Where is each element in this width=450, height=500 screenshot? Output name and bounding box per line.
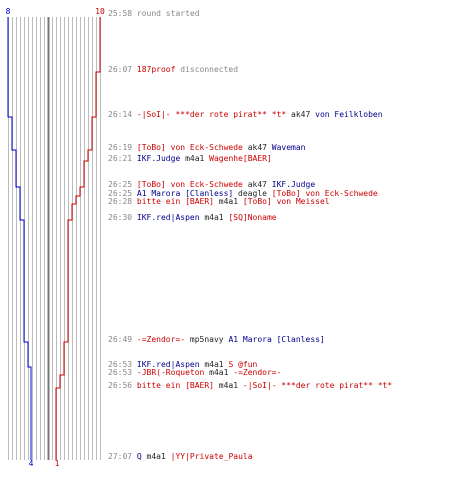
event-time: 25:58 bbox=[108, 9, 137, 18]
event-text: m4a1 bbox=[213, 197, 243, 206]
event-row: 26:49 -=Zendor=- mp5navy A1 Marora [Clan… bbox=[108, 335, 325, 344]
event-text: [SQ]Noname bbox=[228, 213, 277, 222]
event-text: S @fun bbox=[228, 360, 258, 369]
event-time: 27:07 bbox=[108, 452, 137, 461]
event-time: 26:28 bbox=[108, 197, 137, 206]
event-row: 26:21 IKF.Judge m4a1 Wagenhe[BAER] bbox=[108, 154, 272, 163]
event-text: mp5navy bbox=[185, 335, 229, 344]
red-team-line bbox=[55, 17, 101, 460]
event-row: 25:58 round started bbox=[108, 9, 200, 18]
event-text: m4a1 bbox=[213, 381, 243, 390]
event-text: m4a1 bbox=[204, 368, 234, 377]
event-text: ak47 bbox=[242, 180, 272, 189]
event-time: 26:30 bbox=[108, 213, 137, 222]
event-text: |YY|Private_Paula bbox=[170, 452, 253, 461]
event-text: Waveman bbox=[271, 143, 306, 152]
event-text: Q bbox=[136, 452, 142, 461]
event-text: [ToBo] von Eck-Schwede bbox=[271, 189, 378, 198]
event-text: ak47 bbox=[242, 143, 272, 152]
event-text: -JBR(-Roqueton bbox=[136, 368, 205, 377]
event-row: 26:28 bitte ein [BAER] m4a1 [ToBo] von M… bbox=[108, 197, 330, 206]
blue-team-line bbox=[7, 17, 32, 460]
event-text: [ToBo] von Eck-Schwede bbox=[136, 180, 243, 189]
event-row: 27:07 Q m4a1 |YY|Private_Paula bbox=[108, 452, 253, 461]
event-text: A1 Marora [Clanless] bbox=[228, 335, 325, 344]
event-text: -=Zendor=- bbox=[136, 335, 186, 344]
event-row: 26:53 -JBR(-Roqueton m4a1 -=Zendor=- bbox=[108, 368, 281, 377]
event-text: -=Zendor=- bbox=[233, 368, 282, 377]
event-text: bitte ein [BAER] bbox=[136, 197, 214, 206]
event-text: deagle bbox=[233, 189, 272, 198]
event-text: A1 Marora [Clanless] bbox=[136, 189, 234, 198]
event-text: -|SoI|- ***der rote pirat** *t* bbox=[136, 110, 287, 119]
event-text: m4a1 bbox=[180, 154, 210, 163]
event-row: 26:25 [ToBo] von Eck-Schwede ak47 IKF.Ju… bbox=[108, 180, 315, 189]
event-text: IKF.Judge bbox=[136, 154, 181, 163]
event-text: [ToBo] von Eck-Schwede bbox=[136, 143, 243, 152]
event-row: 26:14 -|SoI|- ***der rote pirat** *t* ak… bbox=[108, 110, 383, 119]
event-time: 26:21 bbox=[108, 154, 137, 163]
event-time: 26:53 bbox=[108, 360, 137, 369]
event-text: bitte ein [BAER] bbox=[136, 381, 214, 390]
event-time: 26:14 bbox=[108, 110, 137, 119]
event-text: [ToBo] von Meissel bbox=[242, 197, 330, 206]
event-time: 26:07 bbox=[108, 65, 137, 74]
event-time: 26:19 bbox=[108, 143, 137, 152]
event-text: IKF.red|Aspen bbox=[136, 360, 200, 369]
event-text: von Feilkloben bbox=[315, 110, 383, 119]
event-row: 26:25 A1 Marora [Clanless] deagle [ToBo]… bbox=[108, 189, 378, 198]
event-text: round started bbox=[136, 9, 200, 18]
event-time: 26:25 bbox=[108, 189, 137, 198]
event-time: 26:25 bbox=[108, 180, 137, 189]
chart-grid bbox=[8, 17, 101, 460]
event-row: 26:30 IKF.red|Aspen m4a1 [SQ]Noname bbox=[108, 213, 277, 222]
event-row: 26:53 IKF.red|Aspen m4a1 S @fun bbox=[108, 360, 257, 369]
top-left-count: 8 bbox=[6, 7, 11, 16]
event-text: m4a1 bbox=[199, 360, 229, 369]
event-text: Wagenhe[BAER] bbox=[209, 154, 272, 163]
event-time: 26:53 bbox=[108, 368, 137, 377]
top-right-count: 10 bbox=[95, 7, 105, 16]
event-time: 26:56 bbox=[108, 381, 137, 390]
event-row: 26:56 bitte ein [BAER] m4a1 -|SoI|- ***d… bbox=[108, 381, 392, 390]
event-text: 187proof bbox=[136, 65, 176, 74]
event-text: IKF.Judge bbox=[271, 180, 316, 189]
bottom-left-count: 4 bbox=[29, 459, 34, 468]
bottom-right-count: 1 bbox=[55, 459, 60, 468]
event-text: ak47 bbox=[286, 110, 316, 119]
event-row: 26:19 [ToBo] von Eck-Schwede ak47 Wavema… bbox=[108, 143, 306, 152]
event-text: IKF.red|Aspen bbox=[136, 213, 200, 222]
event-text: m4a1 bbox=[141, 452, 171, 461]
event-time: 26:49 bbox=[108, 335, 137, 344]
event-text: m4a1 bbox=[199, 213, 229, 222]
event-text: disconnected bbox=[175, 65, 239, 74]
event-row: 26:07 187proof disconnected bbox=[108, 65, 238, 74]
event-text: -|SoI|- ***der rote pirat** *t* bbox=[242, 381, 393, 390]
